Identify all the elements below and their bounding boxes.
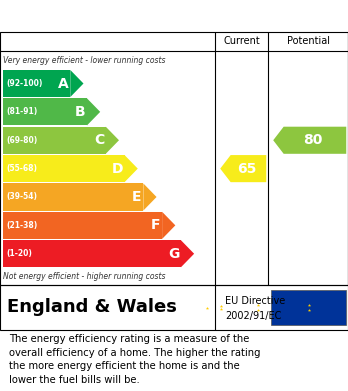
Polygon shape xyxy=(220,155,266,182)
Bar xyxy=(3,240,181,267)
Text: A: A xyxy=(58,77,69,90)
Text: B: B xyxy=(74,105,85,119)
Text: D: D xyxy=(111,161,123,176)
Text: C: C xyxy=(94,133,104,147)
Text: overall efficiency of a home. The higher the rating: overall efficiency of a home. The higher… xyxy=(9,348,260,358)
Text: Potential: Potential xyxy=(286,36,330,47)
Polygon shape xyxy=(70,70,84,97)
Text: lower the fuel bills will be.: lower the fuel bills will be. xyxy=(9,375,140,384)
Text: The energy efficiency rating is a measure of the: The energy efficiency rating is a measur… xyxy=(9,334,249,344)
Text: 2002/91/EC: 2002/91/EC xyxy=(226,310,282,321)
Polygon shape xyxy=(273,127,346,154)
Text: (81-91): (81-91) xyxy=(6,108,38,117)
Text: F: F xyxy=(151,218,160,232)
Text: Not energy efficient - higher running costs: Not energy efficient - higher running co… xyxy=(3,273,166,282)
Bar xyxy=(3,155,125,182)
Bar xyxy=(3,212,162,239)
Text: Very energy efficient - lower running costs: Very energy efficient - lower running co… xyxy=(3,56,166,65)
Text: EU Directive: EU Directive xyxy=(226,296,286,306)
Bar xyxy=(3,98,87,126)
Text: (1-20): (1-20) xyxy=(6,249,32,258)
Text: G: G xyxy=(168,247,179,261)
Text: England & Wales: England & Wales xyxy=(7,298,177,316)
Bar xyxy=(3,183,143,210)
Text: Current: Current xyxy=(223,36,260,47)
Text: 65: 65 xyxy=(237,161,256,176)
Polygon shape xyxy=(106,127,119,154)
Polygon shape xyxy=(143,183,157,210)
Bar xyxy=(271,291,346,325)
Text: E: E xyxy=(132,190,142,204)
Text: 80: 80 xyxy=(303,133,323,147)
Text: Energy Efficiency Rating: Energy Efficiency Rating xyxy=(9,9,230,23)
Polygon shape xyxy=(125,155,138,182)
Polygon shape xyxy=(181,240,194,267)
Bar xyxy=(3,70,70,97)
Text: (21-38): (21-38) xyxy=(6,221,38,230)
Polygon shape xyxy=(162,212,175,239)
Text: (92-100): (92-100) xyxy=(6,79,43,88)
Text: the more energy efficient the home is and the: the more energy efficient the home is an… xyxy=(9,361,239,371)
Bar xyxy=(3,127,106,154)
Text: (69-80): (69-80) xyxy=(6,136,38,145)
Polygon shape xyxy=(87,98,100,126)
Text: (39-54): (39-54) xyxy=(6,192,37,201)
Text: (55-68): (55-68) xyxy=(6,164,37,173)
